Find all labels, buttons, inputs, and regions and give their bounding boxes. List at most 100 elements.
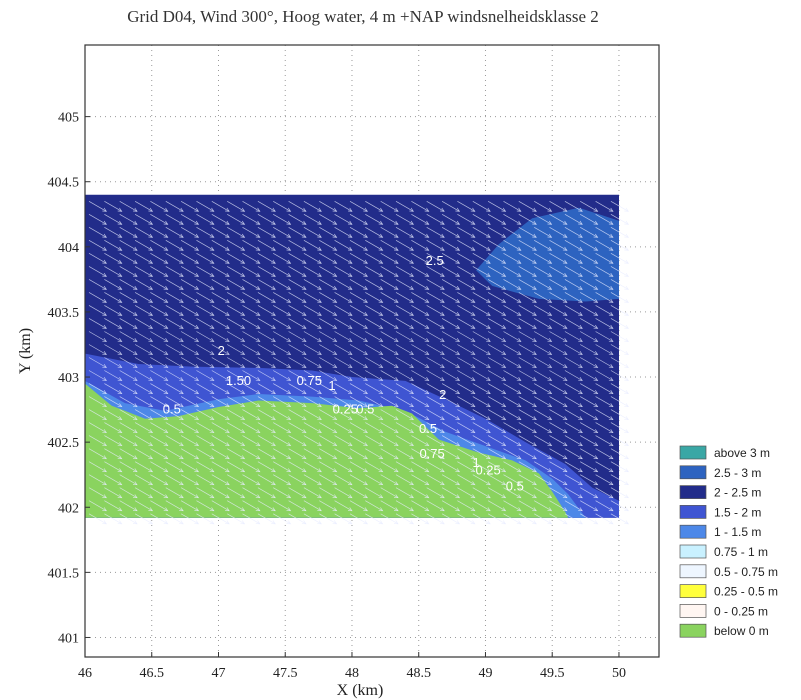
legend-swatch	[679, 623, 707, 638]
wave-arrow	[150, 331, 169, 342]
wave-arrow	[349, 487, 369, 499]
wave-arrow	[411, 331, 430, 342]
wave-arrow	[288, 409, 307, 421]
wave-arrow	[441, 422, 461, 434]
wave-arrow	[180, 409, 200, 421]
legend-item: 1 - 1.5 m	[679, 524, 761, 539]
wave-arrow	[503, 344, 522, 355]
wave-arrow	[319, 461, 338, 473]
wave-arrow	[288, 252, 307, 264]
wave-arrow	[395, 513, 414, 525]
wave-arrow	[411, 200, 430, 212]
wave-arrow	[180, 305, 200, 316]
wave-arrow	[487, 383, 507, 395]
wave-arrow	[88, 487, 107, 499]
wave-arrow	[134, 239, 154, 251]
wave-arrow	[411, 396, 430, 408]
wave-arrow	[457, 513, 476, 525]
wave-arrow	[441, 318, 461, 329]
contour-label: 0.25	[475, 463, 500, 478]
legend-swatch	[679, 564, 707, 579]
wave-arrow	[380, 409, 399, 421]
wave-arrow	[180, 448, 200, 460]
wave-arrow	[349, 448, 369, 460]
wave-arrow	[365, 396, 384, 408]
wave-arrow	[503, 357, 522, 368]
wave-arrow	[457, 474, 476, 486]
wave-arrow	[365, 487, 384, 499]
wave-arrow	[288, 370, 307, 381]
wave-arrow	[134, 226, 154, 238]
wave-arrow	[487, 461, 507, 473]
wave-arrow	[334, 435, 353, 447]
wave-arrow	[380, 305, 399, 316]
wave-arrow	[227, 318, 246, 329]
wave-arrow	[457, 487, 476, 499]
wave-arrow	[534, 461, 553, 473]
wave-arrow	[426, 331, 445, 342]
wave-arrow	[411, 357, 430, 368]
wave-arrow	[564, 239, 583, 251]
wave-arrow	[411, 448, 430, 460]
wave-arrow	[595, 266, 614, 277]
wave-arrow	[180, 213, 200, 225]
wave-arrow	[303, 200, 322, 212]
region-below-0-m	[85, 383, 569, 518]
wave-arrow	[487, 213, 507, 225]
wave-arrow	[503, 500, 522, 512]
wave-arrow	[349, 344, 369, 355]
wave-arrow	[88, 370, 107, 381]
wave-arrow	[196, 239, 215, 251]
wave-arrow	[273, 422, 292, 434]
wave-arrow	[426, 500, 445, 512]
wave-arrow	[319, 487, 338, 499]
wave-arrow	[196, 200, 215, 212]
wave-arrow	[88, 422, 107, 434]
wave-arrow	[534, 435, 553, 447]
wave-arrow	[257, 239, 276, 251]
wave-arrow	[165, 239, 184, 251]
wave-arrow	[303, 266, 322, 277]
wave-arrow	[119, 461, 138, 473]
wave-arrow	[457, 266, 476, 277]
wave-arrow	[457, 383, 476, 395]
wave-arrow	[134, 292, 154, 303]
wave-arrow	[549, 279, 568, 290]
wave-arrow	[564, 318, 583, 329]
wave-arrow	[411, 435, 430, 447]
wave-arrow	[242, 409, 261, 421]
wave-arrow	[242, 435, 261, 447]
wave-arrow	[180, 331, 200, 342]
wave-arrow	[395, 500, 414, 512]
wave-arrow	[380, 292, 399, 303]
wave-arrow	[595, 226, 614, 238]
wave-arrow	[487, 305, 507, 316]
wave-arrow	[319, 396, 338, 408]
wave-arrow	[211, 266, 230, 277]
wave-arrow	[165, 292, 184, 303]
wave-arrow	[196, 213, 215, 225]
wave-arrow	[165, 409, 184, 421]
wave-arrow	[134, 200, 154, 212]
wave-arrow	[411, 279, 430, 290]
wave-arrow	[457, 239, 476, 251]
wave-arrow	[104, 513, 123, 525]
wave-arrow	[503, 422, 522, 434]
legend-swatch	[679, 465, 707, 480]
wave-arrow	[273, 200, 292, 212]
wave-arrow	[580, 409, 599, 421]
y-tick-label: 403	[58, 371, 79, 386]
wave-arrow	[196, 435, 215, 447]
wave-arrow	[349, 422, 369, 434]
wave-arrow	[150, 513, 169, 525]
wave-arrow	[380, 357, 399, 368]
wave-arrow	[119, 266, 138, 277]
wave-arrow	[273, 409, 292, 421]
wave-arrow	[196, 383, 215, 395]
wave-arrow	[380, 396, 399, 408]
wave-arrow	[472, 279, 491, 290]
wave-arrow	[610, 279, 630, 290]
wave-arrow	[457, 461, 476, 473]
wave-arrow	[395, 435, 414, 447]
wave-arrow	[88, 474, 107, 486]
